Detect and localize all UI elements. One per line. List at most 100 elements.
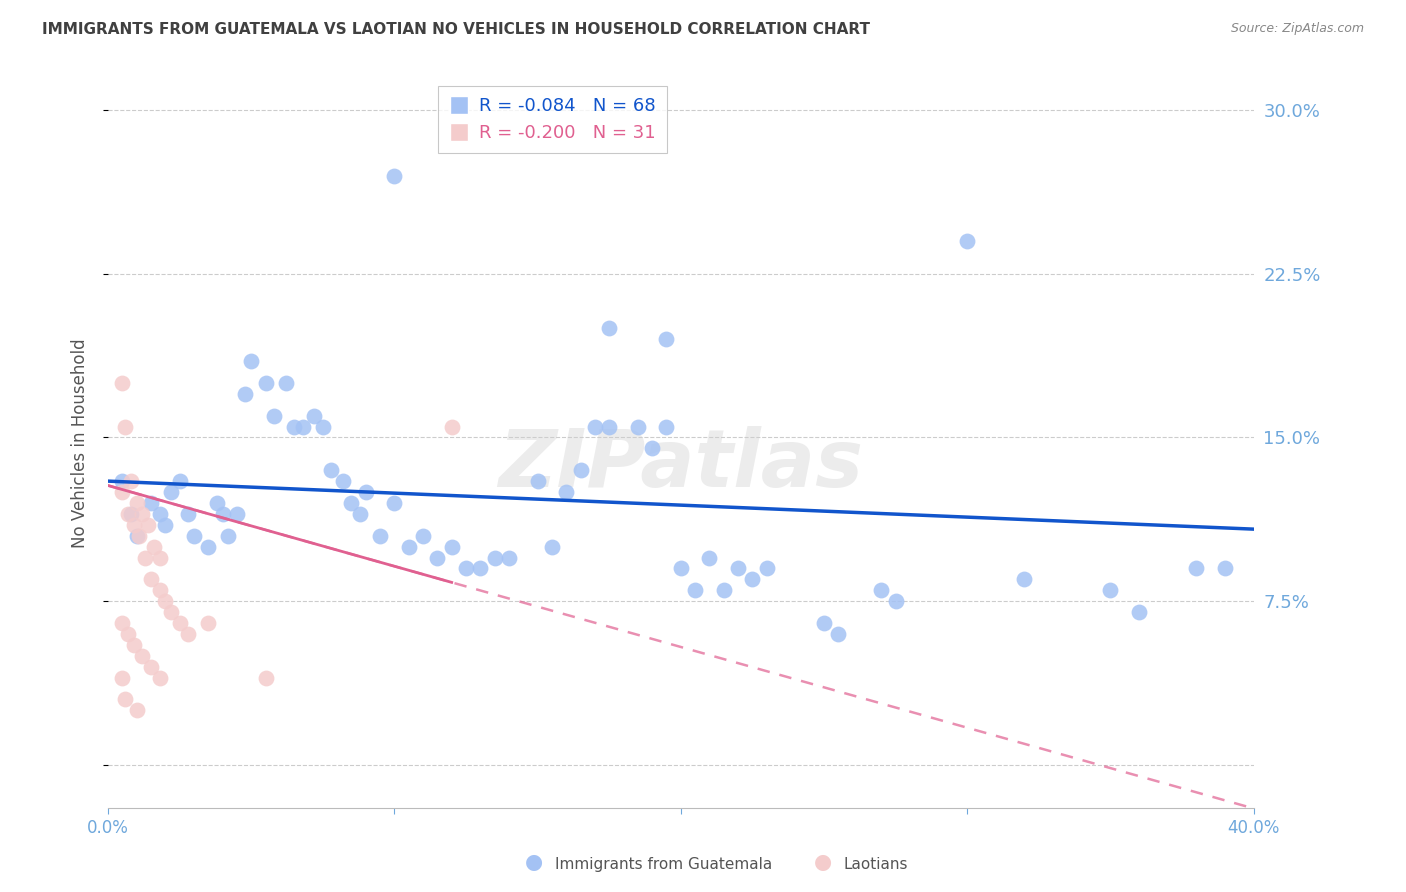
Point [139, 572, 162, 586]
Point [655, 419, 678, 434]
Point [197, 615, 219, 630]
Point [111, 474, 134, 488]
Point [142, 540, 165, 554]
Point [114, 692, 136, 706]
Point [368, 529, 391, 543]
Point [117, 627, 139, 641]
Point [117, 507, 139, 521]
Point [727, 561, 749, 575]
Point [131, 507, 153, 521]
Point [160, 605, 183, 619]
Point [235, 387, 257, 401]
Point [169, 474, 191, 488]
Point [291, 419, 314, 434]
Point [1099, 583, 1122, 598]
Point [254, 376, 277, 390]
Point [122, 517, 145, 532]
Point [148, 507, 170, 521]
Point [183, 529, 205, 543]
Point [555, 485, 578, 500]
Point [131, 648, 153, 663]
Point [111, 615, 134, 630]
Point [541, 540, 564, 554]
Point [254, 671, 277, 685]
Point [302, 409, 325, 423]
Point [128, 529, 150, 543]
Point [177, 627, 200, 641]
Point [755, 561, 778, 575]
Point [263, 409, 285, 423]
Point [384, 496, 406, 510]
Point [120, 507, 142, 521]
Text: IMMIGRANTS FROM GUATEMALA VS LAOTIAN NO VEHICLES IN HOUSEHOLD CORRELATION CHART: IMMIGRANTS FROM GUATEMALA VS LAOTIAN NO … [42, 22, 870, 37]
Point [683, 583, 706, 598]
Point [177, 507, 200, 521]
Point [526, 474, 548, 488]
Point [122, 638, 145, 652]
Point [169, 615, 191, 630]
Point [884, 594, 907, 608]
Point [1213, 561, 1236, 575]
Text: ZIPatlas: ZIPatlas [498, 425, 863, 504]
Point [669, 561, 692, 575]
Point [349, 507, 371, 521]
Point [148, 550, 170, 565]
Point [125, 529, 148, 543]
Point [134, 550, 156, 565]
Point [217, 529, 239, 543]
Point [148, 583, 170, 598]
Point [641, 442, 664, 456]
Point [384, 169, 406, 183]
Point [312, 419, 335, 434]
Point [655, 332, 678, 346]
Point [598, 321, 620, 335]
Text: ●: ● [814, 853, 831, 872]
Text: Source: ZipAtlas.com: Source: ZipAtlas.com [1230, 22, 1364, 36]
Point [111, 485, 134, 500]
Point [1128, 605, 1150, 619]
Point [699, 550, 721, 565]
Point [139, 496, 162, 510]
Point [332, 474, 354, 488]
Point [197, 540, 219, 554]
Point [484, 550, 506, 565]
Point [125, 496, 148, 510]
Point [1014, 572, 1036, 586]
Text: Laotians: Laotians [844, 857, 908, 872]
Point [470, 561, 492, 575]
Point [111, 376, 134, 390]
Point [440, 540, 463, 554]
Point [426, 550, 449, 565]
Point [160, 485, 183, 500]
Point [741, 572, 763, 586]
Point [354, 485, 377, 500]
Point [498, 550, 520, 565]
Point [340, 496, 363, 510]
Point [627, 419, 650, 434]
Point [125, 703, 148, 717]
Legend: R = -0.084   N = 68, R = -0.200   N = 31: R = -0.084 N = 68, R = -0.200 N = 31 [437, 87, 666, 153]
Point [283, 419, 305, 434]
Point [569, 463, 592, 477]
Point [827, 627, 849, 641]
Point [813, 615, 835, 630]
Text: ●: ● [526, 853, 543, 872]
Point [321, 463, 343, 477]
Point [440, 419, 463, 434]
Point [120, 474, 142, 488]
Point [583, 419, 606, 434]
Point [412, 529, 434, 543]
Point [225, 507, 247, 521]
Point [870, 583, 893, 598]
Text: Immigrants from Guatemala: Immigrants from Guatemala [555, 857, 773, 872]
Point [205, 496, 228, 510]
Point [136, 517, 159, 532]
Point [398, 540, 420, 554]
Y-axis label: No Vehicles in Household: No Vehicles in Household [72, 338, 89, 548]
Point [211, 507, 233, 521]
Point [240, 354, 263, 368]
Point [111, 671, 134, 685]
Point [274, 376, 297, 390]
Point [114, 419, 136, 434]
Point [155, 517, 177, 532]
